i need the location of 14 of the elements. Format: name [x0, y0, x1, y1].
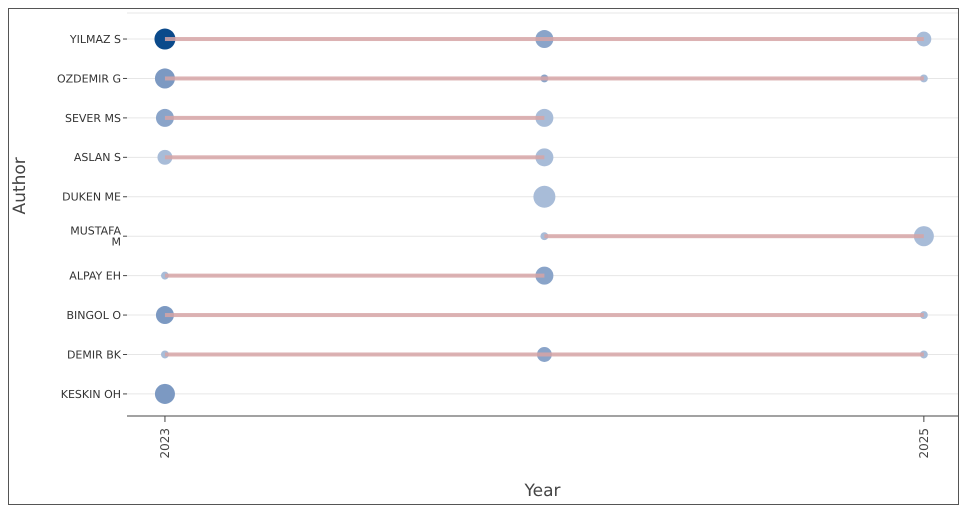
- y-axis-title: Author: [10, 157, 30, 214]
- y-tick-label: DEMIR BK: [66, 348, 122, 362]
- y-tick-label: ALPAY EH: [69, 270, 121, 283]
- y-tick-label: OZDEMIR G: [56, 72, 121, 86]
- y-tick-label: DUKEN ME: [62, 190, 122, 204]
- x-tick-label: 2025: [916, 428, 931, 459]
- y-tick-label: SEVER MS: [64, 112, 122, 125]
- y-tick-label: BINGOL O: [66, 308, 122, 322]
- y-tick-label: ASLAN S: [74, 151, 122, 164]
- y-tick-label: MUSTAFA M: [70, 224, 122, 249]
- y-tick-label: YILMAZ S: [68, 32, 122, 46]
- y-tick-label: KESKIN OH: [60, 388, 121, 401]
- x-tick-label: 2023: [158, 428, 172, 459]
- x-axis-title: Year: [524, 481, 561, 501]
